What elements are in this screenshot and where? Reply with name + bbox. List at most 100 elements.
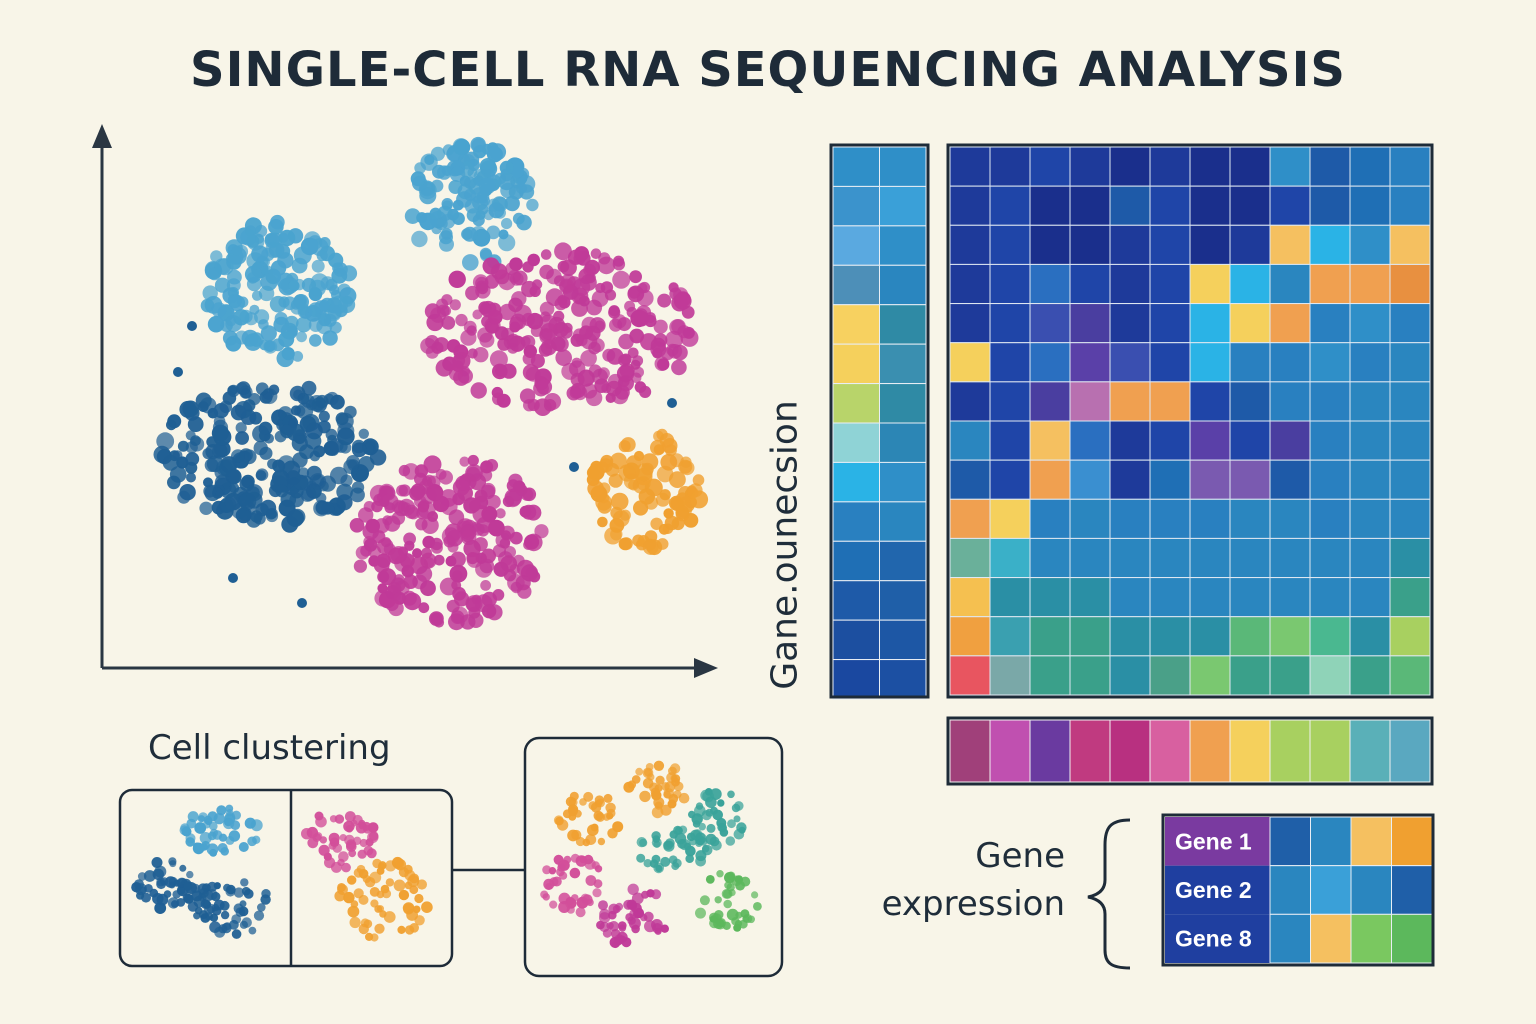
cell-dot — [328, 832, 340, 844]
cell-dot — [281, 347, 295, 361]
heatmap-cell — [1349, 303, 1391, 344]
cell-dot — [496, 393, 511, 408]
cell-dot — [606, 380, 622, 397]
cell-dot — [465, 464, 483, 482]
cell-dot — [495, 532, 511, 548]
cell-dot — [190, 435, 201, 446]
strip-cell — [832, 461, 880, 503]
heatmap-cell — [1389, 185, 1431, 226]
cell-dot — [387, 547, 405, 565]
cell-dot — [221, 922, 232, 934]
cell-dot — [231, 449, 245, 463]
heatmap-cell — [1069, 224, 1111, 265]
heatmap-cell — [1149, 655, 1191, 696]
heatmap-cell — [1069, 616, 1111, 657]
mini-clusters — [131, 760, 762, 949]
cell-dot — [335, 412, 349, 426]
cell-dot — [479, 332, 495, 348]
cell-dot — [619, 537, 633, 551]
cell-dot — [250, 510, 263, 523]
heatmap-cell — [989, 263, 1031, 305]
cell-dot — [596, 920, 605, 930]
cluster-5 — [586, 428, 709, 556]
cell-dot — [207, 315, 225, 333]
cell-dot — [627, 883, 639, 895]
cell-dot — [629, 270, 642, 284]
mini-cluster-11 — [695, 870, 762, 932]
cell-dot — [357, 849, 367, 859]
cell-dot — [451, 580, 462, 591]
x-axis-arrow-icon — [694, 658, 718, 678]
cell-dot — [235, 507, 252, 524]
cell-dot — [247, 836, 257, 847]
cell-dot — [186, 870, 194, 879]
cell-dot — [632, 355, 644, 367]
cell-dot — [538, 343, 553, 357]
cell-dot — [213, 899, 225, 911]
heatmap-cell — [1389, 498, 1431, 539]
cell-dot — [559, 278, 575, 294]
heatmap-cell — [1349, 342, 1391, 383]
heatmap-cell — [1269, 498, 1311, 539]
cell-dot — [616, 364, 635, 383]
cell-dot — [311, 259, 325, 273]
heatmap-cell — [1229, 342, 1271, 383]
gene-value-cell — [1350, 865, 1392, 915]
cell-dot — [565, 897, 577, 909]
heatmap-cell — [1149, 616, 1191, 657]
palette-swatch — [1069, 719, 1111, 783]
cell-dot — [291, 257, 308, 274]
cell-dot — [653, 444, 665, 455]
cell-dot — [441, 228, 453, 240]
cell-dot — [264, 233, 280, 249]
heatmap-cell — [989, 224, 1031, 265]
cell-dot — [634, 381, 647, 393]
heatmap-cell — [1189, 342, 1231, 383]
cell-dot — [588, 801, 598, 811]
cell-dot — [365, 932, 374, 942]
cell-dot — [635, 767, 644, 776]
cell-dot — [231, 929, 242, 939]
cell-dot — [526, 198, 539, 212]
mini-cluster-3 — [301, 811, 379, 873]
cell-dot — [214, 258, 231, 275]
cell-dot — [341, 862, 351, 873]
cell-dot — [521, 335, 536, 349]
strip-cell — [832, 422, 880, 463]
heatmap-cell — [1029, 655, 1071, 696]
cell-dot — [416, 879, 427, 890]
cell-dot — [224, 817, 233, 827]
strip-cell — [879, 580, 927, 621]
cell-dot — [368, 831, 379, 841]
palette-swatch — [1149, 719, 1191, 783]
cell-dot — [441, 316, 456, 330]
cell-dot — [462, 254, 479, 271]
cell-dot — [210, 828, 218, 837]
cell-dot — [733, 815, 741, 823]
cell-dot — [244, 265, 262, 283]
cell-dot — [651, 806, 664, 819]
cell-dot — [660, 453, 678, 471]
strip-cell — [832, 540, 880, 582]
cell-dot — [295, 316, 312, 333]
stray-dot — [667, 398, 677, 408]
cell-dot — [272, 459, 286, 473]
main-heatmap — [949, 146, 1431, 696]
strip-cell — [879, 304, 927, 345]
cell-dot — [618, 333, 634, 350]
cell-dot — [328, 252, 344, 268]
heatmap-cell — [1309, 224, 1351, 265]
cell-dot — [466, 552, 479, 565]
cell-dot — [600, 281, 614, 294]
cell-dot — [292, 351, 304, 362]
cell-dot — [573, 252, 586, 265]
cell-dot — [411, 230, 428, 248]
cell-dot — [667, 799, 677, 809]
cell-dot — [580, 893, 590, 903]
cell-dot — [690, 490, 709, 509]
cell-dot — [509, 316, 524, 331]
cell-dot — [699, 895, 710, 906]
cell-dot — [488, 309, 503, 325]
heatmap-cell — [989, 498, 1031, 539]
heatmap-cell — [1029, 537, 1071, 579]
